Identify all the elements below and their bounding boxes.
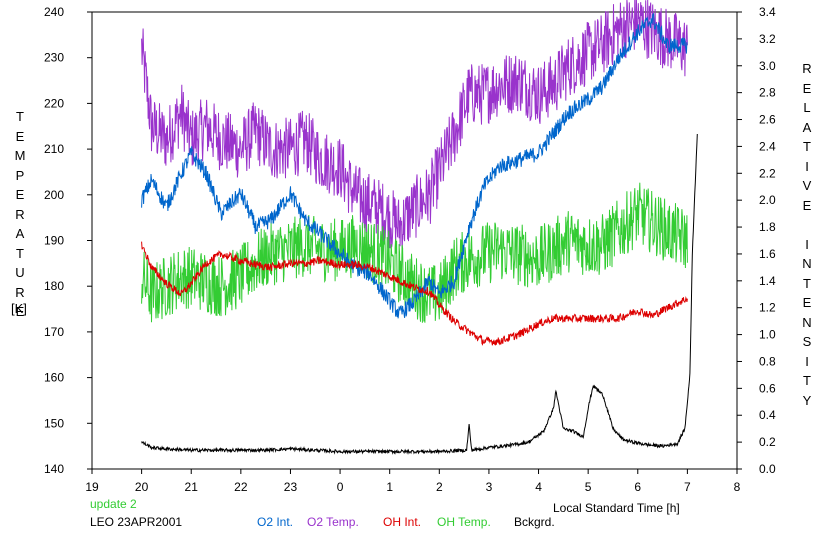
x-tick-label: 4: [535, 480, 542, 494]
x-tick-label: 2: [436, 480, 443, 494]
plot-frame: [91, 11, 738, 470]
x-tick-label: 5: [585, 480, 592, 494]
right-tick-label: 3.4: [759, 5, 776, 19]
series-line-oh-temp: [141, 182, 688, 323]
left-tick-label: 220: [44, 96, 64, 110]
left-tick-label: 160: [44, 371, 64, 385]
x-tick-label: 20: [135, 480, 149, 494]
series-layer: [141, 0, 698, 455]
left-tick-label: 190: [44, 234, 64, 248]
left-tick-label: 210: [44, 142, 64, 156]
update-label: update 2: [90, 497, 137, 511]
right-tick-label: 0.8: [759, 354, 776, 368]
legend-item: Bckgrd.: [514, 515, 555, 529]
legend-item: OH Int.: [383, 515, 422, 529]
x-tick-label: 3: [486, 480, 493, 494]
right-tick-label: 0.6: [759, 381, 776, 395]
x-tick-label: 23: [284, 480, 298, 494]
left-tick-label: 150: [44, 416, 64, 430]
right-tick-label: 2.2: [759, 166, 776, 180]
right-tick-label: 1.4: [759, 274, 776, 288]
left-tick-label: 200: [44, 188, 64, 202]
right-axis-title: R E L A T I V E I N T E N S I T Y: [802, 61, 812, 408]
left-tick-label: 230: [44, 51, 64, 65]
left-axis-unit: [K]: [11, 301, 27, 316]
left-tick-label: 180: [44, 279, 64, 293]
legend-item: O2 Int.: [257, 515, 294, 529]
x-tick-label: 8: [734, 480, 741, 494]
series-line-bckgrd: [141, 133, 698, 455]
right-tick-label: 3.0: [759, 59, 776, 73]
x-tick-label: 1: [386, 480, 393, 494]
right-tick-label: 1.8: [759, 220, 776, 234]
x-axis-title: Local Standard Time [h]: [553, 501, 680, 515]
series-line-o2-temp: [141, 0, 688, 255]
series-line-oh-int: [141, 241, 688, 346]
right-tick-label: 1.2: [759, 301, 776, 315]
left-tick-label: 140: [44, 462, 64, 476]
right-tick-label: 0.0: [759, 462, 776, 476]
station-date-label: LEO 23APR2001: [90, 515, 183, 529]
series-line-o2-int: [141, 13, 688, 319]
left-axis-title: T E M P E R A T U R E: [14, 109, 26, 319]
x-tick-label: 19: [85, 480, 99, 494]
x-tick-label: 6: [634, 480, 641, 494]
left-tick-label: 170: [44, 325, 64, 339]
right-tick-label: 2.4: [759, 139, 776, 153]
right-tick-label: 3.2: [759, 32, 776, 46]
x-tick-label: 21: [185, 480, 199, 494]
x-tick-label: 22: [234, 480, 248, 494]
right-tick-label: 2.6: [759, 113, 776, 127]
x-tick-label: 0: [337, 480, 344, 494]
axes: 1401501601701801902002102202302400.00.20…: [44, 5, 776, 494]
x-tick-label: 7: [684, 480, 691, 494]
left-tick-label: 240: [44, 5, 64, 19]
right-tick-label: 0.2: [759, 435, 776, 449]
right-tick-label: 1.0: [759, 328, 776, 342]
legend-item: O2 Temp.: [307, 515, 359, 529]
right-tick-label: 1.6: [759, 247, 776, 261]
legend-item: OH Temp.: [437, 515, 491, 529]
right-tick-label: 2.8: [759, 86, 776, 100]
right-tick-label: 0.4: [759, 408, 776, 422]
right-tick-label: 2.0: [759, 193, 776, 207]
